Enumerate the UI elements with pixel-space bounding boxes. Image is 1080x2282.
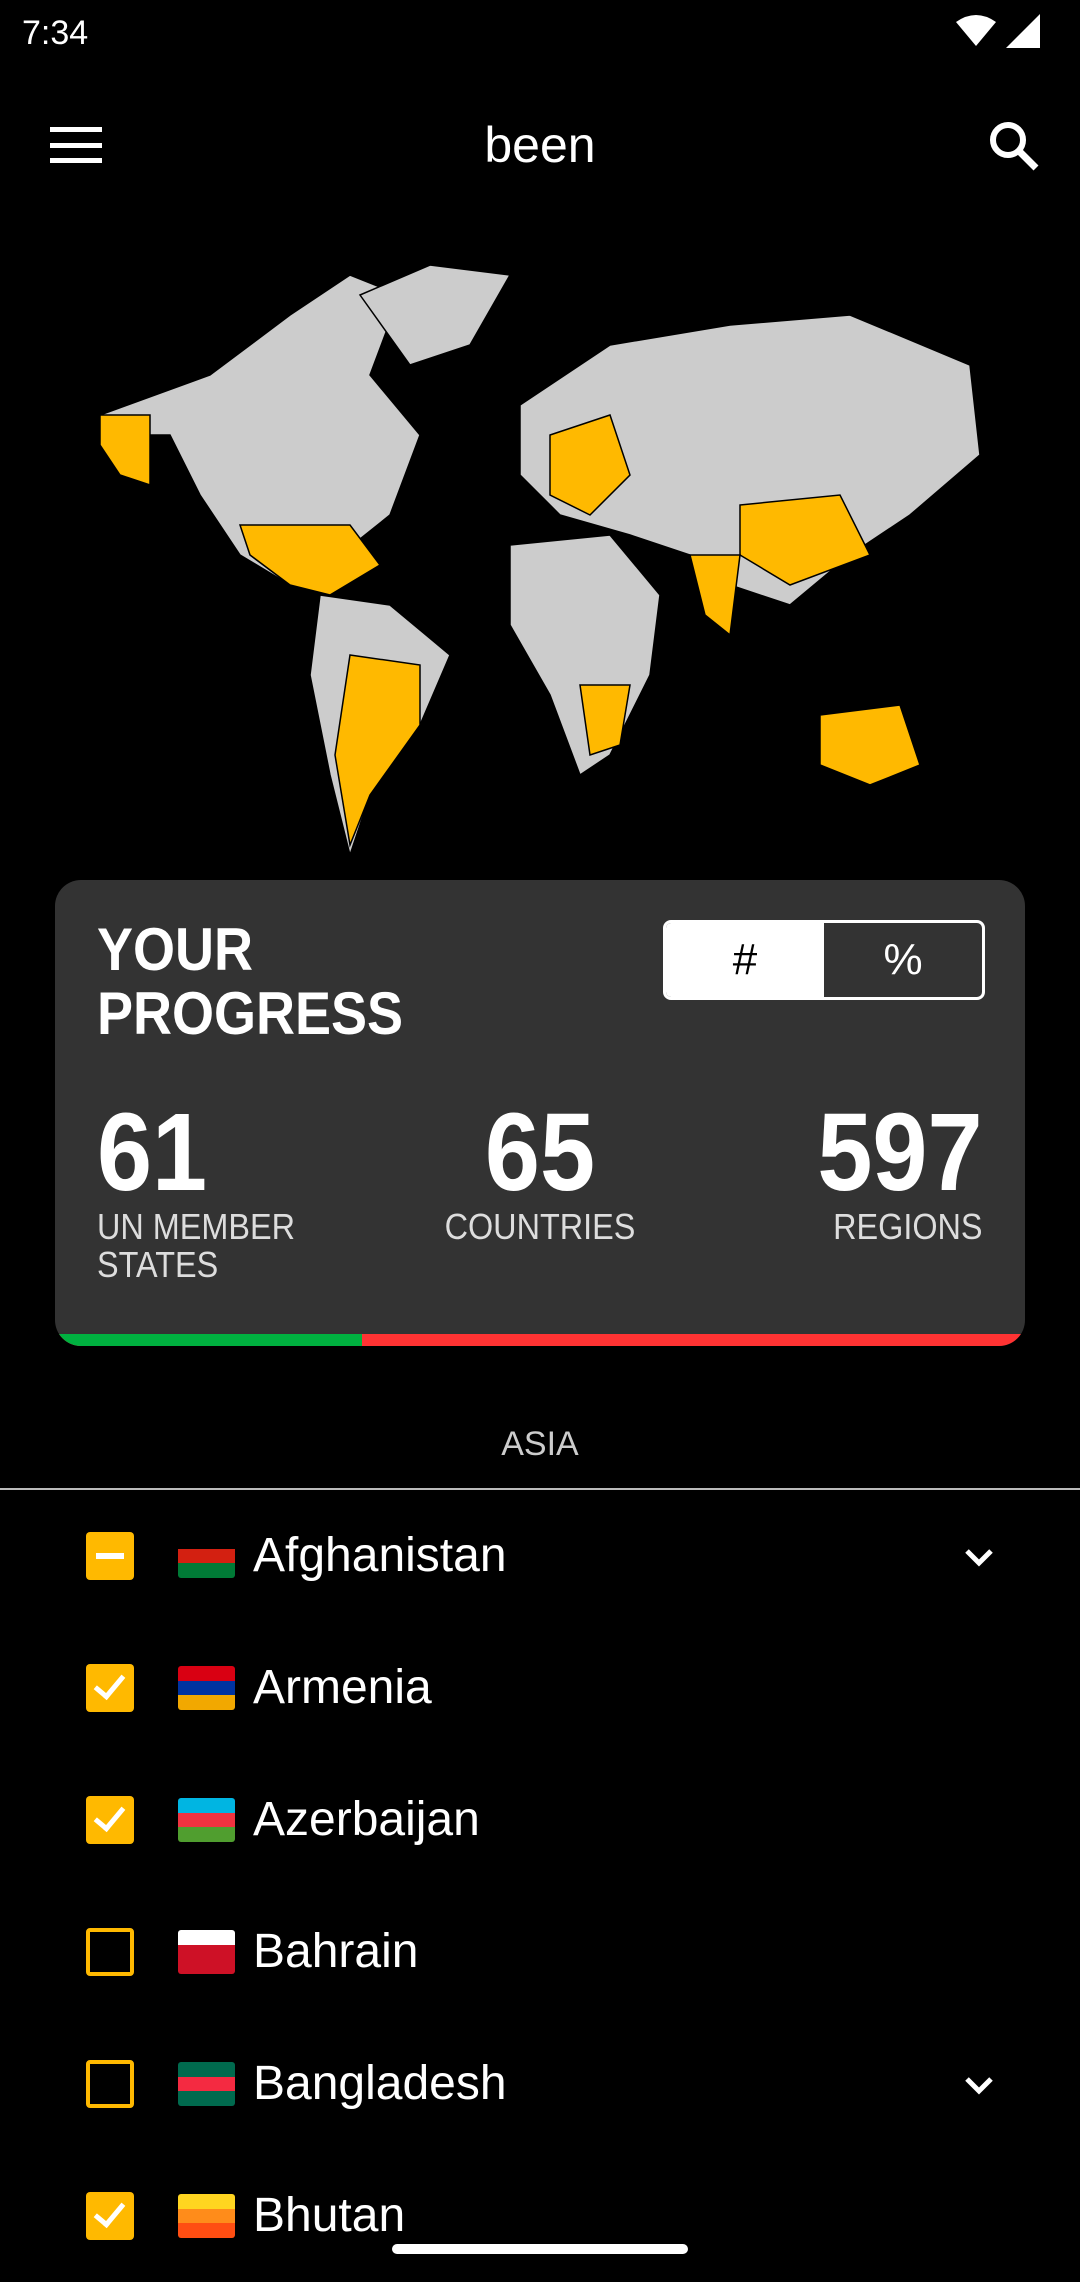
country-row[interactable]: Bahrain (0, 1886, 1080, 2018)
search-icon[interactable] (986, 118, 1042, 174)
map-south-america-visited (334, 654, 421, 848)
country-name: Bhutan (253, 2189, 406, 2242)
map-africa (509, 534, 661, 777)
toggle-count[interactable]: # (666, 923, 824, 997)
country-row[interactable]: Afghanistan (0, 1490, 1080, 1622)
country-checkbox[interactable] (86, 2060, 134, 2108)
country-name: Bangladesh (253, 2057, 507, 2110)
country-row[interactable]: Azerbaijan (0, 1754, 1080, 1886)
country-name: Bahrain (253, 1925, 419, 1978)
signal-icon (1006, 14, 1040, 48)
country-checkbox[interactable] (86, 1928, 134, 1976)
flag-icon (178, 1930, 235, 1974)
flag-icon (178, 1666, 235, 1710)
map-southern-africa (579, 684, 631, 756)
progress-card: YOUR PROGRESS # % 61 UN MEMBER STATES 65 C… (55, 880, 1025, 1346)
map-europe-visited (549, 414, 631, 516)
app-title: been (484, 117, 596, 173)
home-indicator[interactable] (392, 2244, 688, 2254)
map-alaska (99, 414, 151, 487)
country-row[interactable]: Bhutan (0, 2150, 1080, 2282)
toggle-percent[interactable]: % (883, 935, 923, 984)
count-mode-toggle[interactable]: # % (663, 920, 985, 1000)
country-checkbox[interactable] (86, 2192, 134, 2240)
world-map[interactable] (90, 255, 990, 880)
progress-bar-fill (55, 1334, 362, 1346)
stat-regions: 597 REGIONS (817, 1091, 983, 1247)
country-name: Armenia (253, 1661, 432, 1714)
country-checkbox[interactable] (86, 1664, 134, 1712)
country-checkbox[interactable] (86, 1532, 134, 1580)
country-checkbox[interactable] (86, 1796, 134, 1844)
clock: 7:34 (22, 14, 89, 52)
map-china (739, 494, 872, 586)
flag-icon (178, 1798, 235, 1842)
stat-countries: 65 COUNTRIES (444, 1091, 636, 1247)
divider (0, 1488, 1080, 1490)
country-name: Afghanistan (253, 1529, 507, 1582)
flag-icon (178, 1534, 235, 1578)
map-usa-mexico (238, 524, 382, 596)
app-toolbar: been (0, 80, 1080, 210)
map-greenland (358, 264, 512, 366)
section-header: ASIA (501, 1425, 579, 1463)
progress-title: YOUR PROGRESS (97, 916, 404, 1047)
stat-un-members: 61 UN MEMBER STATES (97, 1091, 296, 1285)
map-australia (819, 704, 921, 786)
country-row[interactable]: Armenia (0, 1622, 1080, 1754)
country-name: Azerbaijan (253, 1793, 480, 1846)
status-bar: 7:34 (0, 0, 1080, 70)
menu-icon[interactable] (50, 127, 102, 163)
progress-bar (55, 1334, 1025, 1346)
wifi-icon (956, 15, 996, 46)
chevron-down-icon[interactable] (962, 1540, 996, 1574)
map-north-america (99, 274, 421, 586)
country-row[interactable]: Bangladesh (0, 2018, 1080, 2150)
flag-icon (178, 2062, 235, 2106)
flag-icon (178, 2194, 235, 2238)
map-india (689, 554, 741, 637)
chevron-down-icon[interactable] (962, 2068, 996, 2102)
